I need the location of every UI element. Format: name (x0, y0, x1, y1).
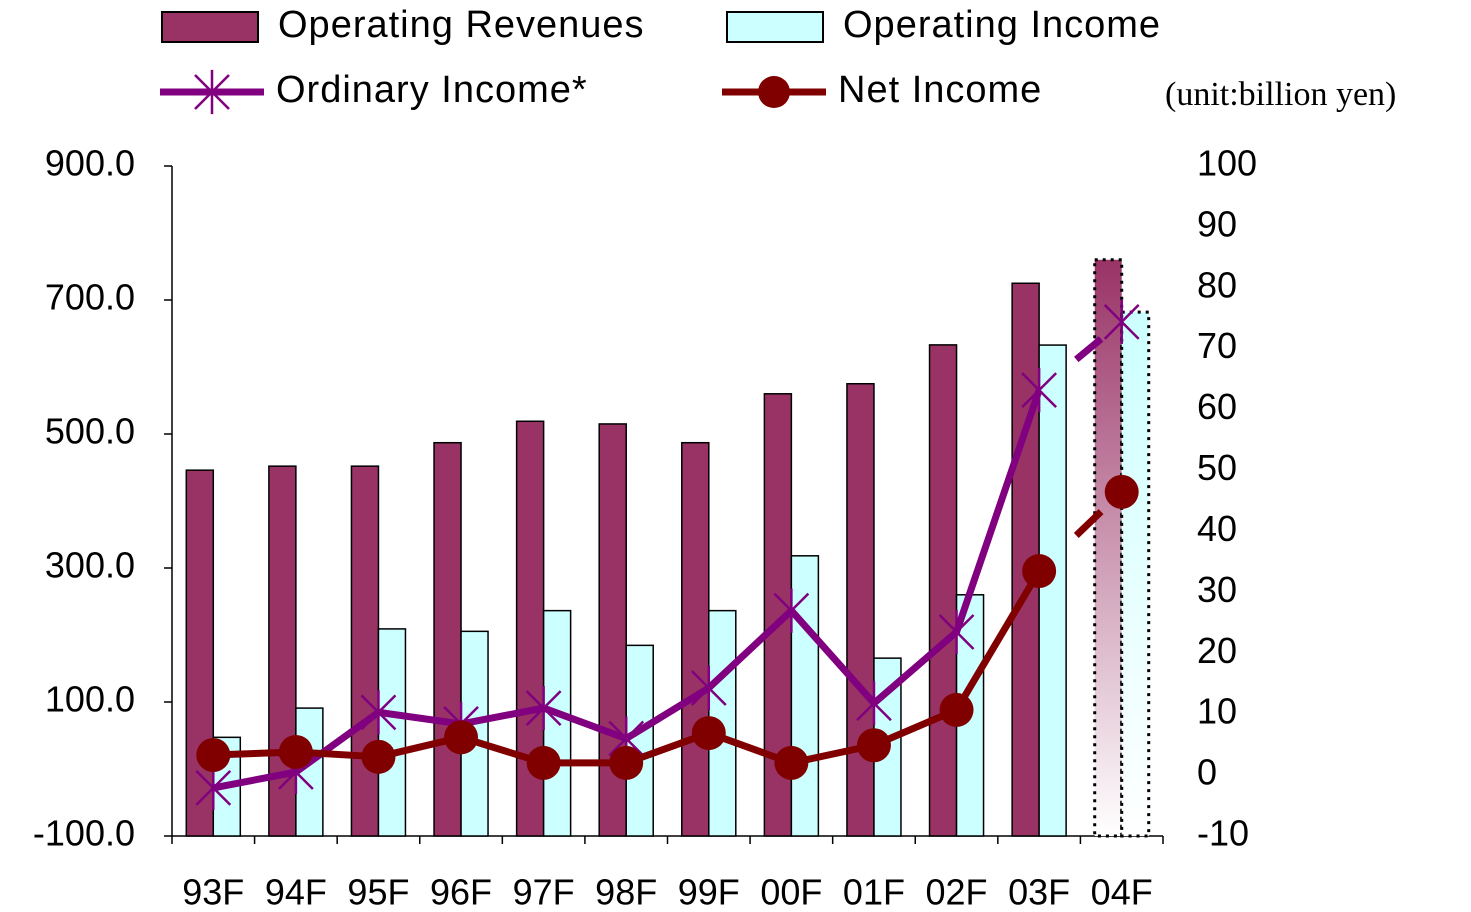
bar (185, 469, 215, 837)
y-tick-label: 100.0 (45, 679, 135, 720)
point (609, 745, 644, 780)
x-tick-label: 01F (843, 872, 905, 912)
bar (790, 555, 820, 837)
legend-label: Ordinary Income* (276, 69, 588, 111)
point (856, 681, 892, 726)
bar (350, 465, 380, 837)
x-tick-label: 03F (1008, 872, 1070, 912)
point (360, 690, 397, 735)
x-tick-label: 97F (513, 872, 575, 912)
bar (433, 441, 462, 837)
point (1021, 368, 1058, 413)
bar (1038, 344, 1067, 837)
x-tick-label: 96F (430, 872, 492, 912)
bar (1093, 258, 1124, 838)
y-tick-label: 900.0 (45, 143, 135, 184)
x-tick-label: 02F (926, 872, 988, 912)
y-tick-label: -100.0 (33, 813, 135, 854)
legend-label: Operating Revenues (278, 4, 645, 46)
bar (846, 383, 875, 837)
x-tick-label: 04F (1091, 872, 1153, 912)
legend-label: Operating Income (843, 4, 1161, 46)
point (278, 734, 313, 769)
point (856, 728, 891, 763)
y2-tick-label: 100 (1197, 143, 1257, 184)
point (195, 765, 232, 810)
x-tick-label: 98F (595, 872, 657, 912)
y2-tick-label: -10 (1197, 813, 1249, 854)
point (1103, 299, 1140, 345)
point (773, 588, 810, 633)
bar (928, 344, 958, 837)
point (939, 692, 974, 727)
point (526, 745, 561, 780)
x-tick-label: 94F (265, 872, 327, 912)
bar (1120, 310, 1151, 838)
bar (377, 628, 407, 837)
x-tick-label: 93F (182, 872, 244, 912)
x-tick-label: 99F (678, 872, 740, 912)
bar (681, 441, 710, 837)
y2-tick-label: 60 (1197, 386, 1237, 427)
unit-note: (unit:billion yen) (1165, 76, 1396, 113)
y2-tick-label: 20 (1197, 630, 1237, 671)
legend-swatch (161, 11, 259, 43)
legend-marker (194, 69, 230, 115)
point (1022, 554, 1057, 589)
point (1104, 474, 1139, 509)
bar (625, 644, 654, 837)
point (444, 720, 479, 755)
y2-tick-label: 80 (1197, 264, 1237, 305)
x-tick-label: 00F (760, 872, 822, 912)
bar (268, 465, 297, 837)
forecast-line (1073, 509, 1104, 538)
legend-label: Net Income (838, 69, 1042, 111)
y2-tick-label: 50 (1197, 447, 1237, 488)
y-tick-label: 500.0 (45, 411, 135, 452)
legend-swatch (726, 11, 824, 43)
point (691, 716, 726, 751)
point (690, 665, 727, 711)
point (196, 737, 231, 772)
legend-marker (758, 76, 790, 108)
y-tick-label: 700.0 (45, 277, 135, 318)
point (774, 745, 809, 780)
y2-tick-label: 40 (1197, 508, 1237, 549)
forecast-line (1074, 336, 1104, 363)
y2-tick-label: 70 (1197, 325, 1237, 366)
point (361, 739, 396, 774)
x-tick-label: 95F (347, 872, 409, 912)
y2-tick-label: 90 (1197, 203, 1237, 244)
y2-tick-label: 30 (1197, 569, 1237, 610)
point (938, 609, 975, 655)
y2-tick-label: 0 (1197, 752, 1217, 793)
y-tick-label: 300.0 (45, 545, 135, 586)
y2-tick-label: 10 (1197, 691, 1237, 732)
point (525, 685, 562, 731)
